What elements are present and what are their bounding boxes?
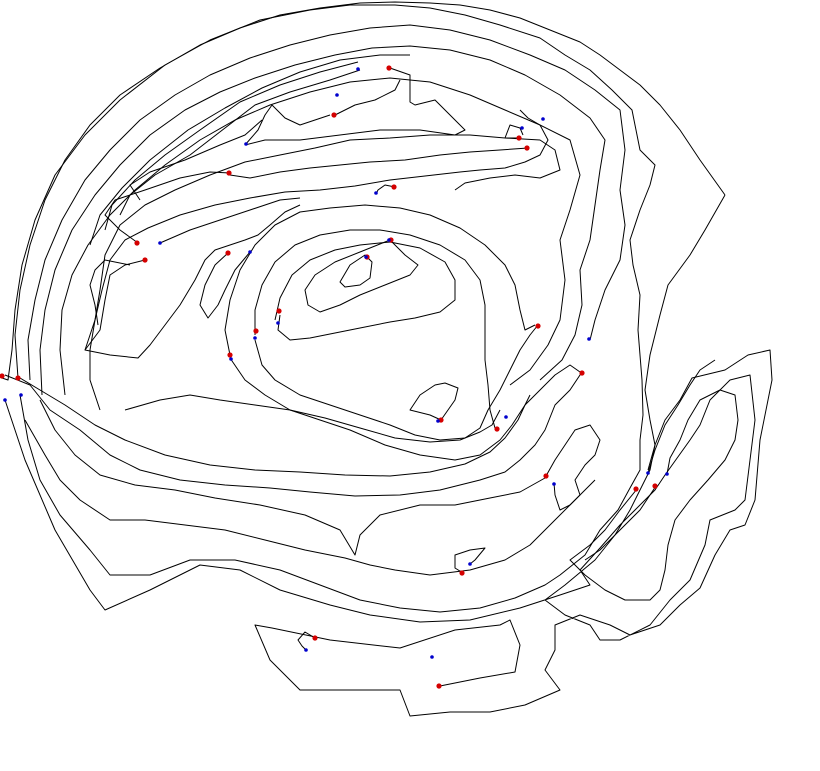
start-marker bbox=[535, 323, 540, 328]
start-marker bbox=[253, 328, 258, 333]
start-marker bbox=[652, 483, 657, 488]
start-marker bbox=[276, 308, 281, 313]
end-marker bbox=[541, 117, 545, 121]
start-marker bbox=[579, 370, 584, 375]
start-marker bbox=[436, 683, 441, 688]
contour-line bbox=[160, 198, 300, 243]
contour-line bbox=[40, 400, 545, 555]
contour-line bbox=[546, 425, 600, 510]
contour-line bbox=[200, 252, 250, 318]
contour-line bbox=[230, 148, 528, 178]
contour-line bbox=[648, 360, 715, 473]
end-marker bbox=[665, 472, 669, 476]
contour-line bbox=[125, 395, 500, 442]
contour-line bbox=[5, 350, 772, 716]
end-marker bbox=[504, 415, 508, 419]
end-marker bbox=[356, 67, 360, 71]
end-marker bbox=[646, 471, 650, 475]
start-marker bbox=[459, 570, 464, 575]
end-marker bbox=[3, 398, 7, 402]
contour-line bbox=[585, 486, 656, 560]
contour-line bbox=[410, 383, 458, 420]
end-marker bbox=[587, 337, 591, 341]
contour-line bbox=[90, 110, 548, 410]
start-marker bbox=[331, 112, 336, 117]
contour-line bbox=[15, 2, 725, 378]
end-marker bbox=[520, 126, 524, 130]
start-marker bbox=[134, 240, 139, 245]
end-marker bbox=[229, 357, 233, 361]
contour-line bbox=[335, 80, 400, 115]
contour-line bbox=[255, 230, 495, 428]
end-marker bbox=[387, 238, 391, 242]
start-marker bbox=[516, 135, 521, 140]
end-marker bbox=[468, 562, 472, 566]
start-marker bbox=[227, 352, 232, 357]
contour-line bbox=[20, 378, 530, 476]
contour-line bbox=[340, 255, 372, 287]
end-marker bbox=[430, 655, 434, 659]
start-marker bbox=[225, 250, 230, 255]
contour-line bbox=[40, 46, 605, 395]
end-marker bbox=[244, 142, 248, 146]
contour-endpoints bbox=[0, 65, 669, 688]
end-marker bbox=[276, 321, 280, 325]
start-marker bbox=[15, 375, 20, 380]
end-marker bbox=[436, 419, 440, 423]
start-marker bbox=[524, 145, 529, 150]
start-marker bbox=[391, 184, 396, 189]
end-marker bbox=[253, 336, 257, 340]
start-marker bbox=[494, 426, 499, 431]
start-marker bbox=[142, 257, 147, 262]
start-marker bbox=[633, 486, 638, 491]
end-marker bbox=[364, 255, 368, 259]
contour-line bbox=[25, 420, 595, 575]
contour-line bbox=[245, 105, 330, 145]
contour-line bbox=[120, 70, 360, 215]
contour-line bbox=[60, 78, 580, 395]
contour-line bbox=[305, 240, 418, 312]
contour-line bbox=[90, 55, 410, 245]
start-marker bbox=[312, 635, 317, 640]
end-marker bbox=[374, 191, 378, 195]
contour-line bbox=[245, 68, 465, 145]
contour-line bbox=[570, 390, 738, 600]
start-marker bbox=[226, 170, 231, 175]
start-marker bbox=[543, 473, 548, 478]
end-marker bbox=[304, 648, 308, 652]
end-marker bbox=[19, 393, 23, 397]
contour-line bbox=[255, 325, 538, 440]
end-marker bbox=[248, 250, 252, 254]
start-marker bbox=[0, 373, 5, 378]
start-marker bbox=[386, 65, 391, 70]
contour-line bbox=[455, 548, 485, 573]
contour-line bbox=[225, 205, 535, 355]
contour-lines bbox=[2, 2, 772, 716]
end-marker bbox=[158, 241, 162, 245]
end-marker bbox=[335, 93, 339, 97]
contour-line bbox=[28, 25, 625, 380]
end-marker bbox=[552, 482, 556, 486]
